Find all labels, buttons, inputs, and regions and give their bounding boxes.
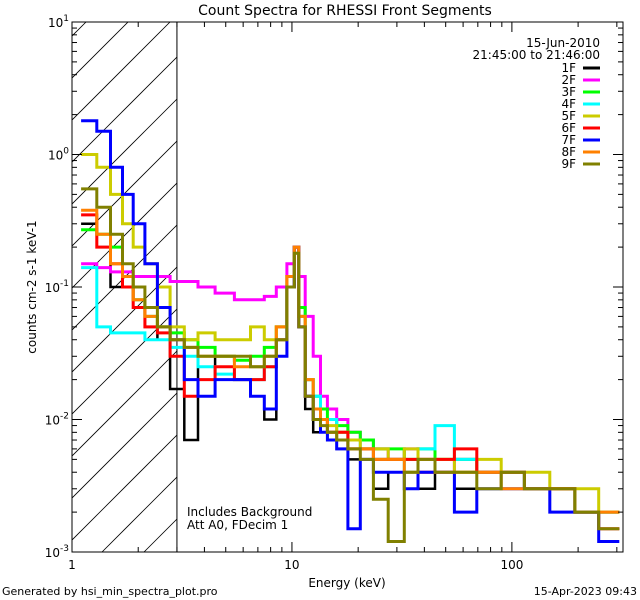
y-tick-label: 10-1	[45, 279, 69, 295]
hatch-line	[72, 22, 129, 79]
annotation-attenuator: Att A0, FDecim 1	[187, 518, 288, 532]
legend-label-1F: 1F	[561, 61, 576, 75]
x-tick-label: 1	[68, 558, 76, 572]
hatch-line	[72, 22, 171, 121]
y-tick-base: 10	[48, 16, 63, 30]
series-line-9F	[81, 187, 620, 543]
legend-label-9F: 9F	[561, 157, 576, 171]
y-tick-label: 10-2	[45, 412, 69, 428]
time-range-label: 21:45:00 to 21:46:00	[473, 48, 600, 62]
y-tick-label: 10-3	[45, 544, 69, 560]
legend-label-7F: 7F	[561, 133, 576, 147]
legend-label-2F: 2F	[561, 73, 576, 87]
x-tick-label: 100	[500, 558, 523, 572]
legend-label-6F: 6F	[561, 121, 576, 135]
y-tick-base: 10	[45, 546, 60, 560]
x-tick-label: 10	[284, 558, 299, 572]
y-tick-base: 10	[45, 281, 60, 295]
x-axis-label: Energy (keV)	[308, 576, 385, 590]
y-tick-exponent: -2	[60, 412, 69, 422]
series-group	[81, 119, 620, 543]
y-tick-exponent: 0	[63, 147, 69, 157]
y-tick-label: 101	[48, 14, 69, 30]
y-tick-base: 10	[45, 414, 60, 428]
y-tick-exponent: -1	[60, 279, 69, 289]
chart-title: Count Spectra for RHESSI Front Segments	[198, 3, 492, 19]
legend-label-8F: 8F	[561, 145, 576, 159]
annotation-background: Includes Background	[187, 505, 312, 519]
y-axis-label: counts cm-2 s-1 keV-1	[25, 220, 39, 353]
date-label: 15-Jun-2010	[526, 36, 600, 50]
footer-timestamp: 15-Apr-2023 09:43	[534, 585, 637, 598]
y-tick-exponent: 1	[63, 14, 69, 24]
y-tick-label: 100	[48, 147, 69, 163]
legend-label-4F: 4F	[561, 97, 576, 111]
footer-generated: Generated by hsi_min_spectra_plot.pro	[2, 585, 218, 598]
legend-label-5F: 5F	[561, 109, 576, 123]
y-tick-base: 10	[48, 149, 63, 163]
legend-label-3F: 3F	[561, 85, 576, 99]
plot-background	[176, 22, 623, 552]
y-tick-exponent: -3	[60, 544, 69, 554]
